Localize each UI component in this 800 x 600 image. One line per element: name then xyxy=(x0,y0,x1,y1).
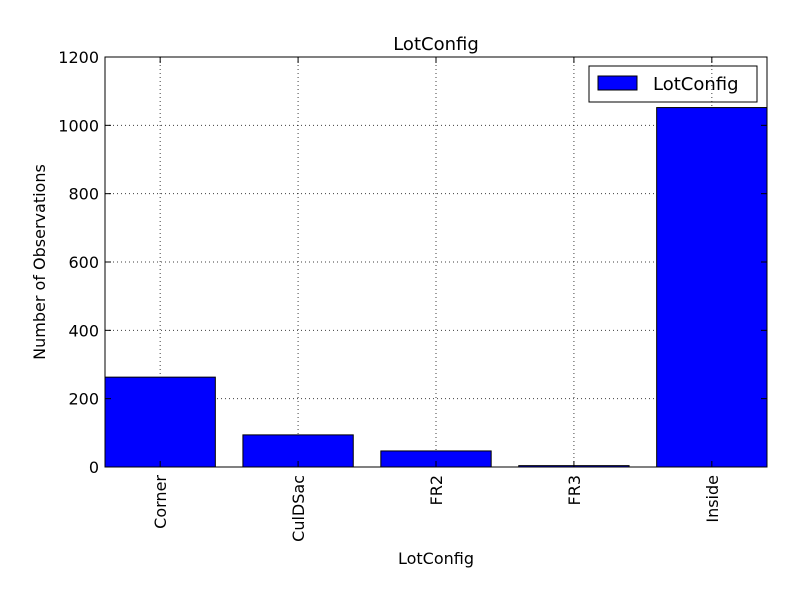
y-axis-label: Number of Observations xyxy=(30,164,49,360)
bar-corner xyxy=(104,376,216,468)
x-axis-ticks: Corner CulDSac FR2 FR3 Inside xyxy=(151,57,722,542)
x-tick-label: CulDSac xyxy=(289,475,308,542)
legend: LotConfig xyxy=(588,65,758,103)
bar-inside xyxy=(656,107,768,468)
x-axis-label: LotConfig xyxy=(398,549,474,568)
y-axis-ticks: 0 200 400 600 800 1000 1200 xyxy=(58,48,767,477)
legend-box xyxy=(588,65,758,103)
y-tick-label: 1000 xyxy=(58,116,99,135)
legend-swatch xyxy=(597,75,638,91)
x-tick-label: Corner xyxy=(151,475,170,529)
y-tick-label: 800 xyxy=(68,185,99,204)
x-tick-label: FR2 xyxy=(427,475,446,506)
bars xyxy=(104,107,768,468)
y-tick-label: 600 xyxy=(68,253,99,272)
y-tick-label: 1200 xyxy=(58,48,99,67)
legend-label: LotConfig xyxy=(653,74,739,95)
y-tick-label: 200 xyxy=(68,390,99,409)
x-tick-label: Inside xyxy=(703,475,722,523)
chart-title: LotConfig xyxy=(393,34,479,55)
y-tick-label: 400 xyxy=(68,321,99,340)
y-tick-label: 0 xyxy=(89,458,99,477)
x-tick-label: FR3 xyxy=(565,475,584,506)
